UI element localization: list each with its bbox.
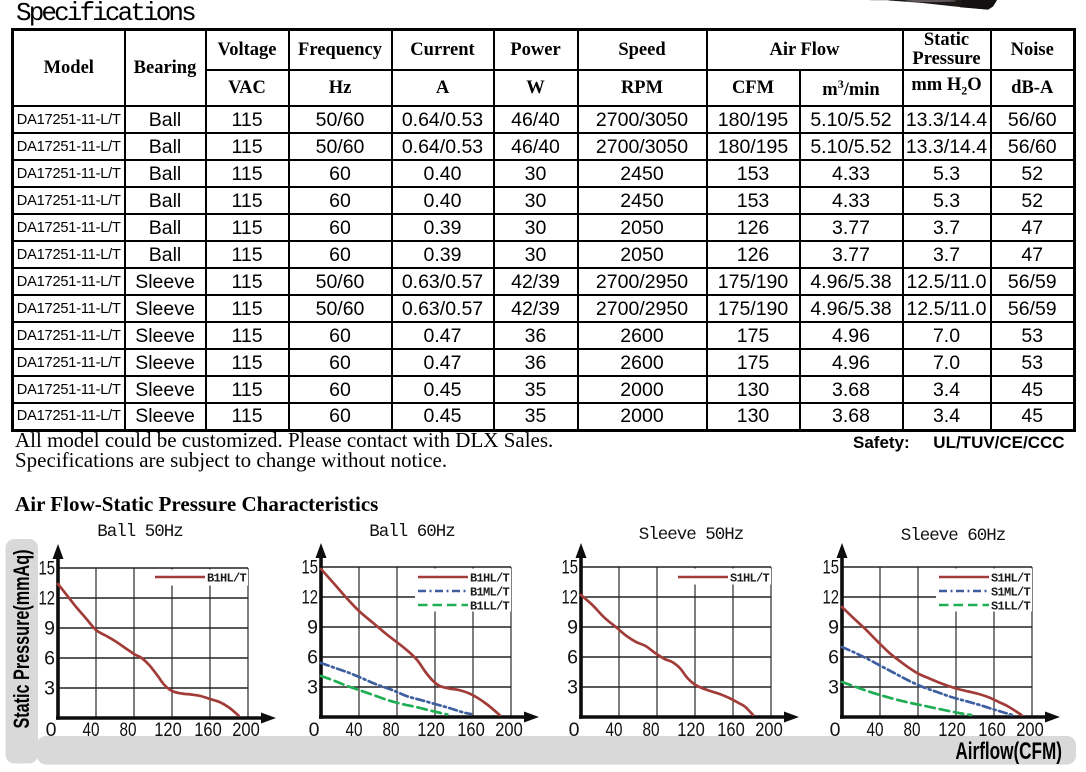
svg-text:Sleeve 60Hz: Sleeve 60Hz [901,526,1006,546]
svg-text:0: 0 [46,719,57,741]
svg-text:3: 3 [567,677,578,699]
svg-text:0: 0 [830,719,841,741]
svg-text:200: 200 [495,719,523,741]
svg-text:15: 15 [39,558,56,580]
svg-text:Ball 50Hz: Ball 50Hz [97,522,183,542]
svg-text:15: 15 [302,557,319,579]
svg-text:6: 6 [567,647,578,669]
svg-text:9: 9 [44,618,55,640]
svg-text:40: 40 [606,719,623,741]
svg-text:40: 40 [346,719,363,741]
svg-text:Airflow(CFM): Airflow(CFM) [955,738,1062,765]
svg-text:80: 80 [643,719,660,741]
svg-text:6: 6 [307,647,318,669]
svg-text:120: 120 [677,719,705,741]
svg-text:12: 12 [39,588,56,610]
svg-text:9: 9 [828,617,839,639]
svg-text:3: 3 [44,678,55,700]
svg-text:B1LL/T: B1LL/T [470,600,510,614]
svg-text:B1HL/T: B1HL/T [470,572,510,586]
svg-text:160: 160 [457,719,485,741]
svg-text:0: 0 [569,719,580,741]
svg-text:12: 12 [823,587,840,609]
svg-text:120: 120 [938,719,966,741]
svg-text:15: 15 [823,557,840,579]
svg-text:12: 12 [302,587,319,609]
svg-text:Sleeve 50Hz: Sleeve 50Hz [639,525,744,545]
svg-text:12: 12 [562,587,579,609]
svg-text:200: 200 [232,719,260,741]
svg-text:3: 3 [828,677,839,699]
svg-text:B1HL/T: B1HL/T [207,572,247,586]
svg-text:120: 120 [154,719,182,741]
svg-text:200: 200 [755,719,783,741]
svg-text:S1ML/T: S1ML/T [991,586,1031,600]
svg-text:200: 200 [1016,719,1044,741]
svg-text:9: 9 [307,617,318,639]
svg-text:120: 120 [417,719,445,741]
svg-text:S1HL/T: S1HL/T [991,572,1031,586]
svg-text:80: 80 [904,719,921,741]
svg-text:40: 40 [867,719,884,741]
svg-text:S1HL/T: S1HL/T [730,572,770,586]
svg-text:Static Pressure(mmAq): Static Pressure(mmAq) [11,549,35,728]
svg-text:160: 160 [717,719,745,741]
svg-text:40: 40 [83,719,100,741]
svg-text:S1LL/T: S1LL/T [991,600,1031,614]
svg-text:15: 15 [562,557,579,579]
svg-text:6: 6 [828,647,839,669]
svg-text:B1ML/T: B1ML/T [470,586,510,600]
svg-text:160: 160 [978,719,1006,741]
svg-text:0: 0 [309,719,320,741]
svg-text:Ball 60Hz: Ball 60Hz [369,522,455,542]
svg-text:6: 6 [44,648,55,670]
svg-text:80: 80 [120,719,137,741]
svg-text:3: 3 [307,677,318,699]
svg-text:9: 9 [567,617,578,639]
svg-text:160: 160 [194,719,222,741]
svg-text:80: 80 [383,719,400,741]
